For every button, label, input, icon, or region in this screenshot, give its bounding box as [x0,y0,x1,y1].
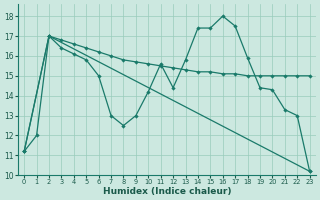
X-axis label: Humidex (Indice chaleur): Humidex (Indice chaleur) [103,187,231,196]
